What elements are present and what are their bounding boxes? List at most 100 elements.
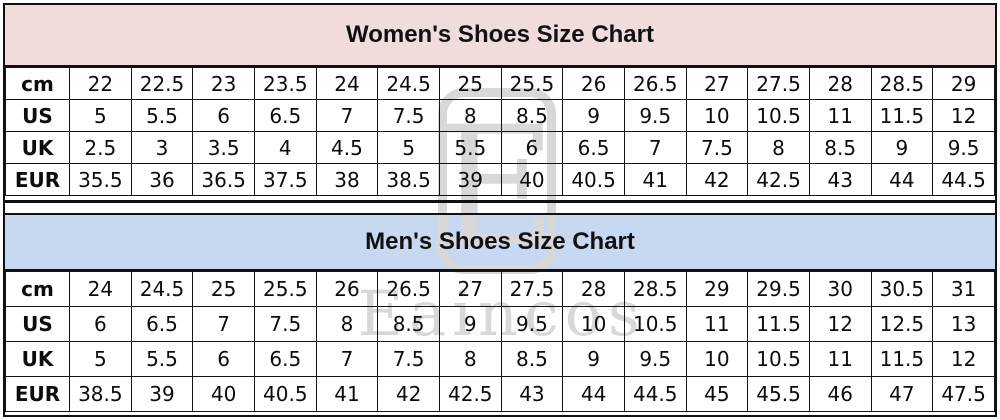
size-cell: 45 [685,376,749,412]
divider-line [5,65,995,67]
size-cell: 12 [932,99,995,132]
size-cell: 27.5 [747,67,810,100]
size-cell: 6.5 [253,341,317,377]
size-cell: 40 [192,376,255,412]
size-cell: 10 [685,99,749,132]
size-cell: 8.5 [377,306,440,342]
size-cell: 25 [438,67,502,100]
size-cell: 9 [870,131,934,164]
divider-line [5,269,995,271]
size-cell: 7 [192,306,255,342]
size-cell: 39 [130,376,194,412]
outer-frame [3,3,997,417]
size-cell: 24 [315,67,379,100]
size-cell: 4.5 [315,131,379,164]
size-cell: 42.5 [747,163,810,196]
size-cell: 28 [808,67,872,100]
row-label-cm: cm [5,271,70,307]
size-cell: 44.5 [623,376,687,412]
size-cell: 26.5 [623,67,687,100]
size-cell: 25.5 [253,271,317,307]
size-cell: 13 [932,306,995,342]
size-cell: 8 [438,341,502,377]
size-cell: 29 [932,67,995,100]
size-cell: 26.5 [377,271,440,307]
size-cell: 9.5 [623,99,687,132]
size-cell: 12 [932,341,995,377]
size-cell: 35.5 [69,163,132,196]
size-row: EUR 38.5 39 40 40.5 41 42 42.5 43 44 44.5 45 45.5 46 4… [5,376,995,412]
size-cell: 38.5 [377,163,440,196]
row-label-us: US [5,306,70,342]
size-cell: 44.5 [932,163,995,196]
size-cell: 22.5 [130,67,194,100]
divider-line [5,213,995,215]
size-cell: 5.5 [438,131,502,164]
size-cell: 40 [500,163,564,196]
size-cell: 30.5 [870,271,934,307]
size-cell: 47.5 [932,376,995,412]
womens-chart-title: Women's Shoes Size Chart [345,21,654,48]
row-label-eur: EUR [5,376,70,412]
size-cell: 44 [562,376,625,412]
size-cell: 8 [747,131,810,164]
mens-chart-title: Men's Shoes Size Chart [365,228,635,255]
size-cell: 28.5 [870,67,934,100]
size-cell: 42.5 [438,376,502,412]
row-label-uk: UK [5,131,70,164]
womens-size-table: cm 22 22.5 23 23.5 24 24.5 25 25.5 26 26.5 27 27.5 28… [5,67,995,196]
size-cell: 31 [932,271,995,307]
size-cell: 10.5 [623,306,687,342]
size-cell: 2.5 [69,131,132,164]
size-row: US 5 5.5 6 6.5 7 7.5 8 8.5 9 9.5 10 10.5 11 11.5 12 [5,99,995,132]
size-cell: 6.5 [562,131,625,164]
size-cell: 6 [500,131,564,164]
size-cell: 24 [69,271,132,307]
size-cell: 12 [808,306,872,342]
size-cell: 6.5 [130,306,194,342]
size-cell: 27.5 [500,271,564,307]
size-cell: 5 [377,131,440,164]
size-cell: 37.5 [253,163,317,196]
size-row: UK 2.5 3 3.5 4 4.5 5 5.5 6 6.5 7 7.5 8 8.5 9 9.5 [5,131,995,164]
size-cell: 45.5 [747,376,810,412]
size-cell: 8.5 [500,341,564,377]
size-cell: 42 [377,376,440,412]
size-cell: 29.5 [747,271,810,307]
size-cell: 12.5 [870,306,934,342]
size-cell: 7.5 [253,306,317,342]
size-cell: 43 [808,163,872,196]
size-cell: 38 [315,163,379,196]
size-cell: 23 [192,67,255,100]
size-cell: 7.5 [377,99,440,132]
divider-line [5,200,995,203]
size-cell: 11 [808,341,872,377]
size-row: US 6 6.5 7 7.5 8 8.5 9 9.5 10 10.5 11 11.5 12 12.5 13 [5,306,995,342]
size-cell: 30 [808,271,872,307]
womens-header-band-fill [5,5,995,65]
size-cell: 11.5 [870,99,934,132]
size-row: UK 5 5.5 6 6.5 7 7.5 8 8.5 9 9.5 10 10.5 11 11.5 12 [5,341,995,377]
size-cell: 3.5 [192,131,255,164]
size-cell: 40.5 [562,163,625,196]
row-label-eur: EUR [5,163,70,196]
row-label-us: US [5,99,70,132]
size-cell: 36.5 [192,163,255,196]
size-row: EUR 35.5 36 36.5 37.5 38 38.5 39 40 40.5 41 42 42.5 4… [5,163,995,196]
size-cell: 26 [315,271,379,307]
size-cell: 6 [192,99,255,132]
size-cell: 9.5 [500,306,564,342]
size-row: cm 22 22.5 23 23.5 24 24.5 25 25.5 26 26.5 27 27.5 28… [5,67,995,100]
size-cell: 40.5 [253,376,317,412]
size-cell: 10 [562,306,625,342]
size-cell: 24.5 [130,271,194,307]
mens-header-band-fill [5,215,995,269]
size-cell: 8.5 [500,99,564,132]
mens-size-table: cm 24 24.5 25 25.5 26 26.5 27 27.5 28 28.5 29 29.5 30… [5,271,995,412]
size-row: cm 24 24.5 25 25.5 26 26.5 27 27.5 28 28.5 29 29.5 30… [5,271,995,307]
size-cell: 42 [685,163,749,196]
size-cell: 9.5 [623,341,687,377]
size-cell: 41 [623,163,687,196]
size-cell: 9 [562,99,625,132]
